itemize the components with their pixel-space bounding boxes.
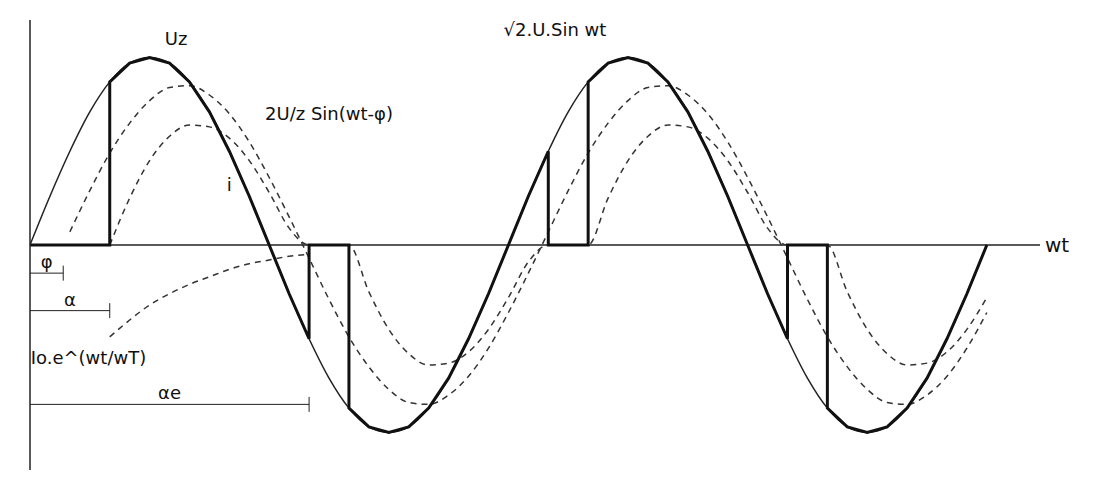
svg-text:Io.e^(wt/wT): Io.e^(wt/wT) [31, 347, 147, 368]
svg-text:φ: φ [41, 251, 53, 272]
svg-text:Uz: Uz [165, 28, 188, 49]
svg-text:√2.U.Sin wt: √2.U.Sin wt [503, 19, 606, 40]
svg-text:i: i [227, 174, 232, 195]
svg-text:α: α [64, 289, 76, 310]
svg-text:wt: wt [1045, 233, 1069, 257]
svg-text:2U/z Sin(wt-φ): 2U/z Sin(wt-φ) [265, 103, 393, 124]
svg-text:αe: αe [158, 382, 181, 403]
